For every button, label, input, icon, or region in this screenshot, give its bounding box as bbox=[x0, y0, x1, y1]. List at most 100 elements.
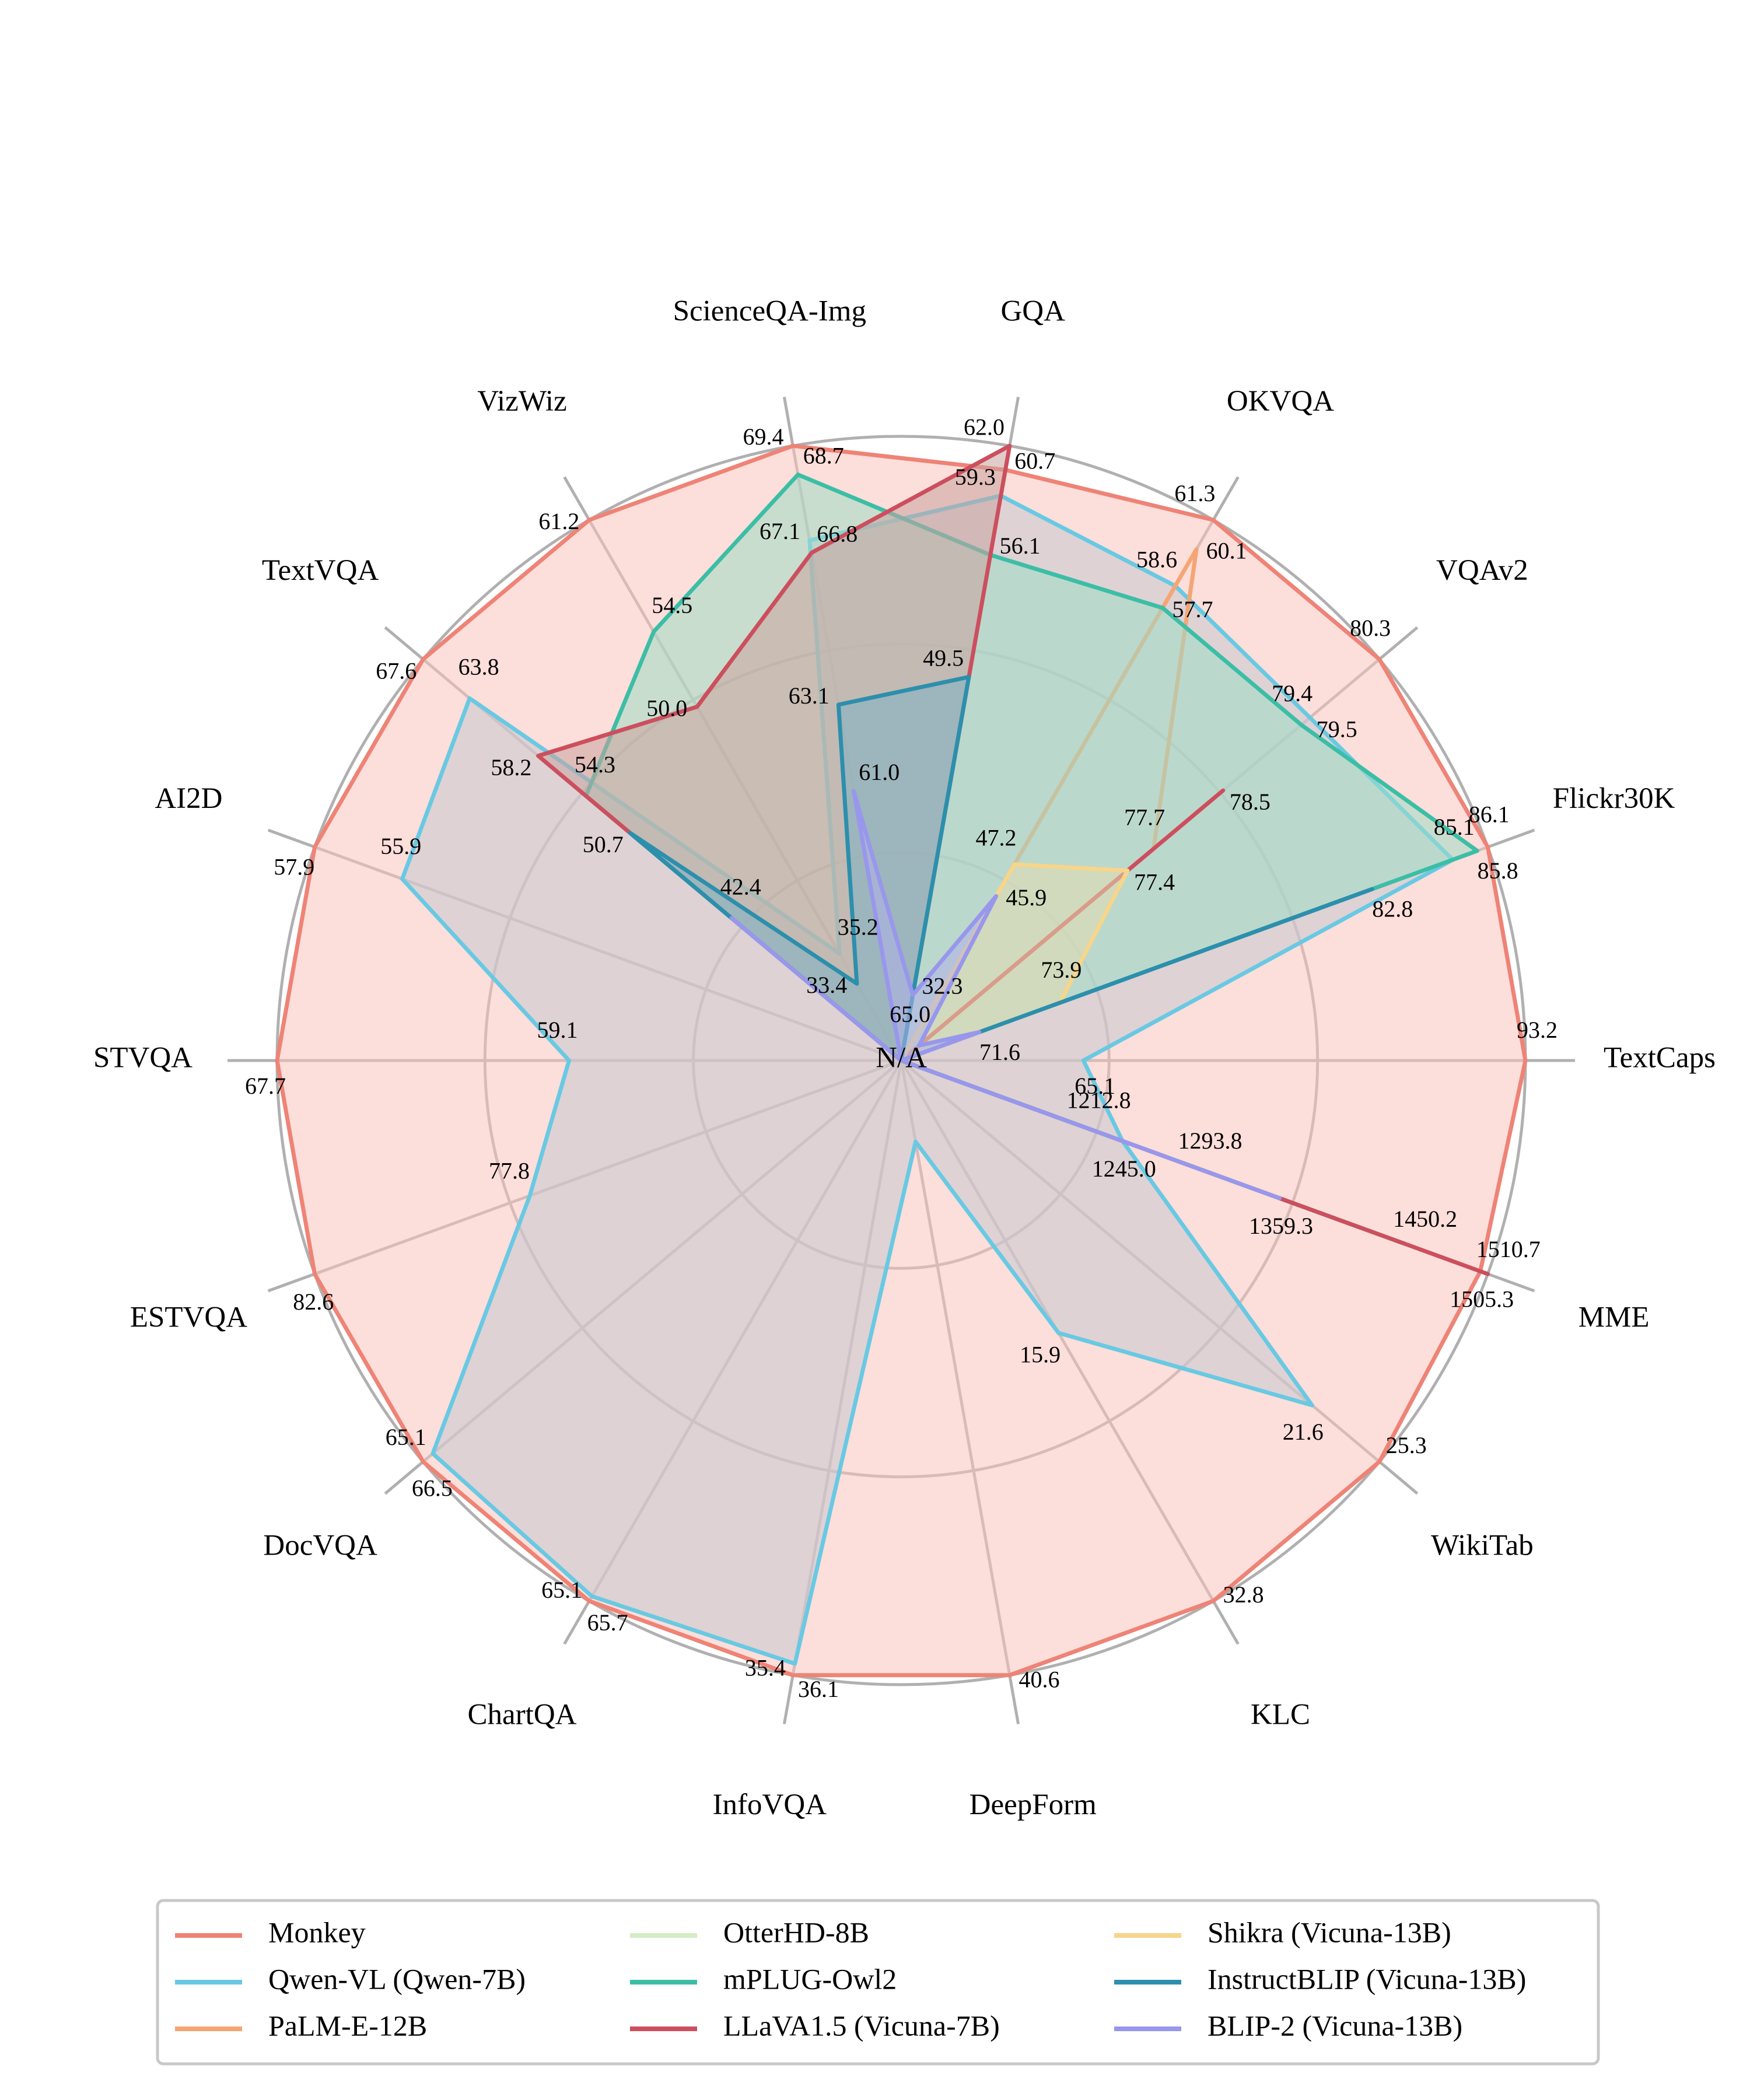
axis-label-vizwiz: VizWiz bbox=[477, 385, 566, 418]
legend-label-instructblip-vicuna-13b: InstructBLIP (Vicuna-13B) bbox=[1208, 1962, 1526, 1995]
axis-label-ai2d: AI2D bbox=[155, 782, 222, 815]
series-blip-2-vicuna-13b bbox=[729, 789, 1282, 1200]
value-label-gqa-60-7: 60.7 bbox=[1014, 447, 1055, 474]
value-label-flickr30k-85-8: 85.8 bbox=[1478, 858, 1518, 884]
value-label-scienceqa-img-67-1: 67.1 bbox=[760, 518, 800, 544]
value-label-flickr30k-86-1: 86.1 bbox=[1469, 801, 1510, 827]
legend-label-mplug-owl2: mPLUG-Owl2 bbox=[723, 1962, 897, 1995]
value-label-vqav2-77-4: 77.4 bbox=[1134, 869, 1175, 895]
value-label-scienceqa-img-68-7: 68.7 bbox=[803, 443, 844, 469]
axis-label-vqav2: VQAv2 bbox=[1436, 554, 1528, 587]
value-label-vqav2-77-7: 77.7 bbox=[1124, 804, 1165, 831]
axis-label-docvqa: DocVQA bbox=[263, 1529, 377, 1562]
value-label-mme-1212-8: 1212.8 bbox=[1067, 1087, 1131, 1113]
value-label-textvqa-50-7: 50.7 bbox=[583, 831, 624, 858]
axis-label-gqa: GQA bbox=[1000, 295, 1065, 327]
value-label-mme-1245-0: 1245.0 bbox=[1092, 1156, 1156, 1182]
value-labels: 93.2 65.1 86.1 85.885.1 82.8 73.9 71.6 80.3 79.5… bbox=[245, 414, 1558, 1702]
value-label-vqav2-80-3: 80.3 bbox=[1350, 615, 1391, 641]
value-label-vqav2-78-5: 78.5 bbox=[1230, 789, 1270, 815]
axis-label-chartqa: ChartQA bbox=[468, 1699, 577, 1731]
value-label-scienceqa-img-63-1: 63.1 bbox=[789, 682, 830, 709]
legend-label-llava1-5-vicuna-7b: LLaVA1.5 (Vicuna-7B) bbox=[723, 2009, 1000, 2042]
value-label-estvqa-82-6: 82.6 bbox=[293, 1289, 334, 1315]
legend-label-shikra-vicuna-13b: Shikra (Vicuna-13B) bbox=[1208, 1916, 1451, 1948]
legend-frame bbox=[156, 1899, 1600, 2066]
value-label-flickr30k-85-1: 85.1 bbox=[1434, 814, 1475, 840]
axis-label-scienceqa-img: ScienceQA-Img bbox=[673, 295, 866, 327]
legend-label-blip-2-vicuna-13b: BLIP-2 (Vicuna-13B) bbox=[1208, 2009, 1462, 2042]
value-label-ai2d-57-9: 57.9 bbox=[274, 853, 314, 880]
value-label-textcaps-93-2: 93.2 bbox=[1517, 1017, 1558, 1043]
value-label-mme-1293-8: 1293.8 bbox=[1178, 1128, 1242, 1154]
value-label-okvqa-45-9: 45.9 bbox=[1006, 884, 1046, 911]
legend-label-palm-e-12b: PaLM-E-12B bbox=[268, 2009, 427, 2042]
value-label-klc-15-9: 15.9 bbox=[1020, 1342, 1060, 1368]
legend-label-monkey: Monkey bbox=[268, 1916, 366, 1948]
value-label-klc-32-8: 32.8 bbox=[1223, 1581, 1264, 1608]
value-label-textvqa-63-8: 63.8 bbox=[459, 654, 499, 680]
value-label-wikitab-21-6: 21.6 bbox=[1283, 1419, 1324, 1445]
axis-label-infovqa: InfoVQA bbox=[713, 1788, 827, 1821]
center-label: N/A bbox=[876, 1042, 927, 1074]
value-label-textvqa-54-3: 54.3 bbox=[575, 751, 615, 778]
axis-label-wikitab: WikiTab bbox=[1431, 1529, 1534, 1562]
value-label-okvqa-61-3: 61.3 bbox=[1174, 480, 1215, 506]
value-label-gqa-62-0: 62.0 bbox=[964, 414, 1005, 440]
radar-series bbox=[275, 443, 1528, 1678]
value-label-gqa-59-3: 59.3 bbox=[955, 464, 996, 490]
value-label-mme-1505-3: 1505.3 bbox=[1450, 1286, 1514, 1312]
value-label-estvqa-77-8: 77.8 bbox=[489, 1158, 530, 1184]
value-label-okvqa-60-1: 60.1 bbox=[1206, 537, 1247, 564]
axis-label-estvqa: ESTVQA bbox=[130, 1301, 247, 1334]
axis-label-textcaps: TextCaps bbox=[1604, 1042, 1716, 1074]
value-label-vqav2-79-4: 79.4 bbox=[1272, 680, 1312, 706]
value-label-stvqa-67-7: 67.7 bbox=[245, 1073, 286, 1099]
value-label-scienceqa-img-69-4: 69.4 bbox=[743, 424, 784, 450]
value-label-vqav2-79-5: 79.5 bbox=[1317, 716, 1357, 742]
value-label-flickr30k-73-9: 73.9 bbox=[1041, 957, 1082, 983]
value-label-vizwiz-35-2: 35.2 bbox=[838, 914, 878, 940]
value-label-infovqa-36-1: 36.1 bbox=[798, 1676, 839, 1702]
value-label-scienceqa-img-66-8: 66.8 bbox=[817, 521, 858, 547]
value-label-ai2d-55-9: 55.9 bbox=[380, 833, 421, 859]
value-label-deepform-40-6: 40.6 bbox=[1019, 1666, 1060, 1692]
axis-label-stvqa: STVQA bbox=[93, 1042, 192, 1074]
value-label-mme-1510-7: 1510.7 bbox=[1476, 1236, 1541, 1262]
value-label-gqa-49-5: 49.5 bbox=[923, 645, 964, 671]
value-label-textvqa-58-2: 58.2 bbox=[491, 754, 531, 780]
legend-label-qwen-vl-qwen-7b: Qwen-VL (Qwen-7B) bbox=[268, 1962, 526, 1995]
value-label-infovqa-35-4: 35.4 bbox=[745, 1655, 786, 1681]
value-label-gqa-32-3: 32.3 bbox=[922, 972, 963, 999]
value-label-wikitab-25-3: 25.3 bbox=[1386, 1432, 1427, 1458]
axis-label-textvqa: TextVQA bbox=[262, 554, 379, 587]
value-label-vizwiz-33-4: 33.4 bbox=[806, 972, 847, 998]
value-label-vizwiz-61-2: 61.2 bbox=[538, 508, 579, 534]
axis-labels: TextCaps Flickr30K VQAv2 OKVQA GQA ScienceQA-… bbox=[93, 295, 1716, 1821]
value-label-docvqa-66-5: 66.5 bbox=[412, 1475, 453, 1502]
legend-label-otterhd-8b: OtterHD-8B bbox=[723, 1916, 869, 1948]
axis-label-mme: MME bbox=[1578, 1301, 1650, 1334]
value-label-okvqa-58-6: 58.6 bbox=[1136, 546, 1177, 572]
value-label-flickr30k-71-6: 71.6 bbox=[979, 1039, 1020, 1065]
value-label-vizwiz-54-5: 54.5 bbox=[652, 592, 692, 618]
value-label-stvqa-59-1: 59.1 bbox=[537, 1017, 578, 1043]
value-label-textvqa-67-6: 67.6 bbox=[376, 657, 416, 684]
legend: Monkey Qwen-VL (Qwen-7B) PaLM-E-12B OtterHD… bbox=[156, 1899, 1600, 2066]
value-label-okvqa-47-2: 47.2 bbox=[976, 825, 1017, 851]
value-label-mme-1359-3: 1359.3 bbox=[1249, 1213, 1313, 1239]
value-label-textvqa-42-4: 42.4 bbox=[720, 873, 761, 900]
value-label-chartqa-65-1: 65.1 bbox=[541, 1577, 582, 1603]
value-label-textcaps-65-1: 65.1 bbox=[1074, 1073, 1115, 1099]
value-label-scienceqa-img-61-0: 61.0 bbox=[859, 759, 900, 785]
axis-label-deepform: DeepForm bbox=[970, 1788, 1097, 1821]
axis-label-klc: KLC bbox=[1251, 1699, 1310, 1731]
value-label-vqav2-65-0: 65.0 bbox=[890, 1001, 930, 1027]
value-label-mme-1450-2: 1450.2 bbox=[1393, 1206, 1457, 1232]
value-label-gqa-56-1: 56.1 bbox=[1000, 533, 1041, 559]
value-label-docvqa-65-1: 65.1 bbox=[386, 1424, 426, 1450]
value-label-flickr30k-82-8: 82.8 bbox=[1372, 896, 1413, 922]
value-label-okvqa-57-7: 57.7 bbox=[1172, 596, 1213, 622]
axis-label-okvqa: OKVQA bbox=[1227, 385, 1334, 418]
